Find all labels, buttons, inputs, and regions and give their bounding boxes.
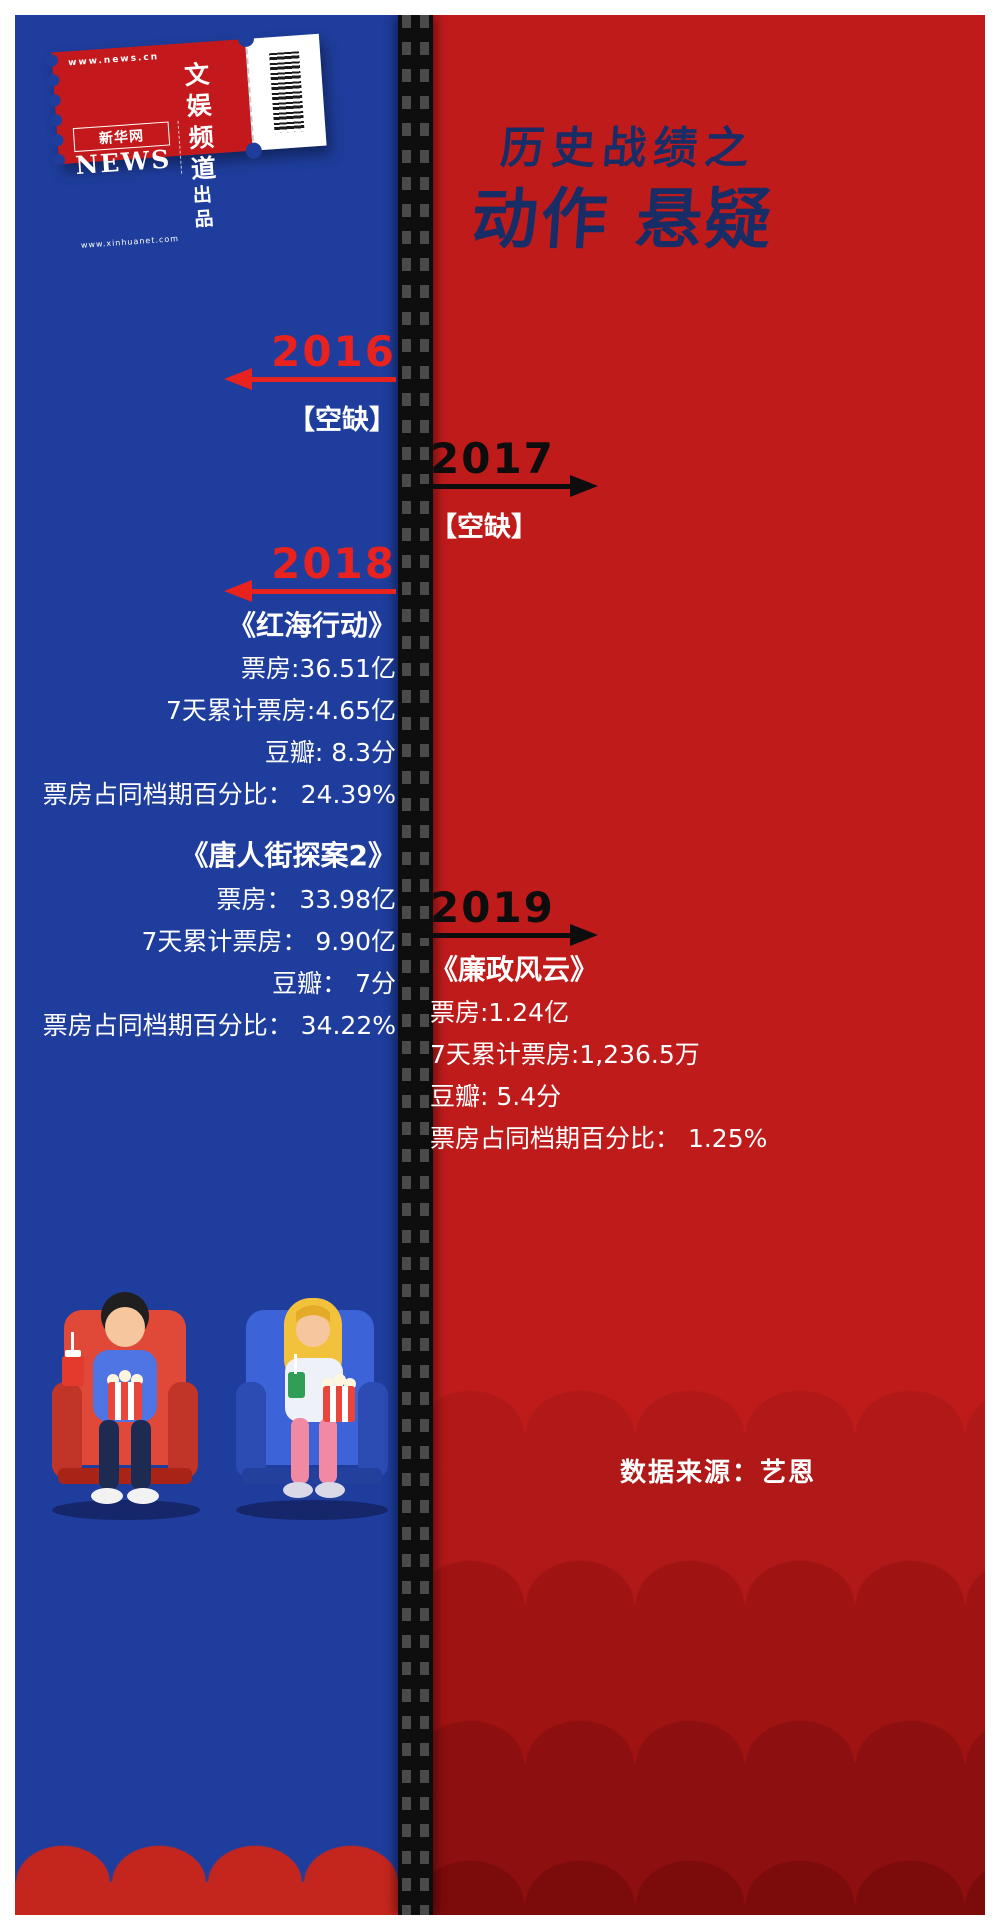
movie-title: 《唐人街探案2》 [180,839,396,873]
movie-stat-share: 票房占同档期百分比： 1.25% [430,1124,768,1154]
brand-en-label: NEWS [74,144,173,180]
produced-by-label: 出品 [192,182,225,231]
barcode-icon [269,51,305,134]
movie-stat-share: 票房占同档期百分比： 24.39% [42,780,396,810]
year-2017-label: 2017 [430,434,555,483]
year-2016-label: 2016 [271,327,396,376]
movie-stat-boxoffice: 票房:36.51亿 [241,654,396,684]
timeline-block-2016: 2016 【空缺】 [15,331,400,437]
poster: www.news.cn 新华网 NEWS 文娱频道 出品 www.xinhuan… [15,15,985,1915]
xinhuanet-ticket-logo: www.news.cn 新华网 NEWS 文娱频道 出品 www.xinhuan… [51,33,327,249]
empty-2016-label: 【空缺】 [288,405,396,436]
movie-stat-share: 票房占同档期百分比： 34.22% [42,1010,396,1040]
movie-stat-7day: 7天累计票房:4.65亿 [166,696,396,726]
channel-label: 文娱频道 [183,59,219,184]
movie-stat-douban: 豆瓣: 8.3分 [264,738,396,768]
movie-title: 《红海行动》 [227,609,396,642]
movie-title: 《廉政风云》 [430,953,599,986]
year-2018-label: 2018 [271,539,396,588]
seat-row-decoration [15,1845,415,1915]
movie-stat-douban: 豆瓣: 5.4分 [430,1082,562,1112]
ticket-stub [244,33,327,151]
data-source-label: 数据来源：艺恩 [620,1458,817,1488]
empty-2017-label: 【空缺】 [430,512,538,543]
movie-stat-7day: 7天累计票房:1,236.5万 [430,1040,700,1070]
movie-entry: 《红海行动》 票房:36.51亿 7天累计票房:4.65亿 豆瓣: 8.3分 票… [15,608,396,816]
movie-stat-douban: 豆瓣： 7分 [272,968,396,998]
audience-illustration [50,1270,395,1570]
title-line-2: 动作 悬疑 [469,181,777,259]
drink-cup [288,1354,305,1398]
timeline-arrow-right-2017 [420,475,598,497]
popcorn-box [322,1374,356,1422]
film-strip-divider [398,15,433,1915]
page-title: 历史战绩之 动作 悬疑 [430,123,819,259]
timeline-block-2018: 2018 《红海行动》 票房:36.51亿 7天累计票房:4.65亿 豆瓣: 8… [15,543,400,1047]
ticket-body: www.news.cn 新华网 NEWS 文娱频道 出品 www.xinhuan… [51,38,253,249]
timeline-arrow-right-2019 [420,924,598,946]
woman-figure [283,1298,356,1498]
popcorn-box [107,1370,143,1420]
drink-cup [62,1332,84,1386]
timeline-arrow-left-2016 [224,368,396,390]
movie-entry: 《廉政风云》 票房:1.24亿 7天累计票房:1,236.5万 豆瓣: 5.4分… [400,952,985,1160]
title-line-1: 历史战绩之 [498,123,758,174]
man-figure [62,1292,159,1504]
timeline-block-2017: 2017 【空缺】 [400,438,985,544]
seat-row-decoration [415,1860,985,1915]
xinhuanet-brand: 新华网 NEWS [72,120,183,181]
year-2019-label: 2019 [430,883,555,932]
timeline-arrow-left-2018 [224,580,396,602]
movie-stat-boxoffice: 票房： 33.98亿 [216,884,396,914]
movie-stat-boxoffice: 票房:1.24亿 [430,998,570,1028]
movie-entry: 《唐人街探案2》 票房： 33.98亿 7天累计票房： 9.90亿 豆瓣： 7分… [15,838,396,1046]
movie-stat-7day: 7天累计票房： 9.90亿 [141,926,396,956]
timeline-block-2019: 2019 《廉政风云》 票房:1.24亿 7天累计票房:1,236.5万 豆瓣:… [400,887,985,1160]
